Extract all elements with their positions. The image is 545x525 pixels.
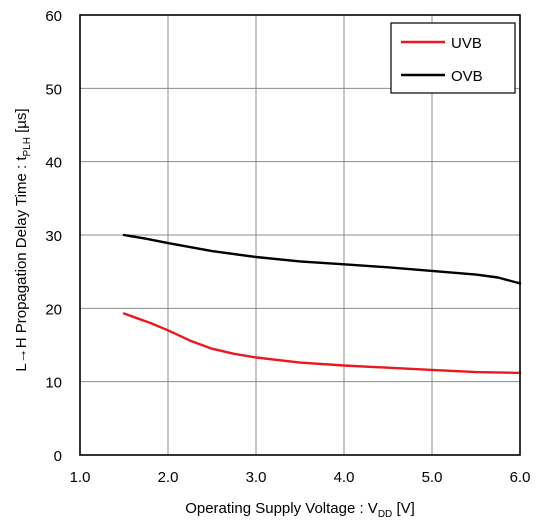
x-tick-label: 6.0: [510, 469, 531, 486]
legend-box: [390, 22, 516, 94]
y-axis-label: L→H Propagation Delay Time : tPLH [µs]: [13, 108, 33, 371]
x-tick-label: 3.0: [246, 469, 267, 486]
legend-label-ovb: OVB: [451, 68, 483, 85]
plot-frame: [79, 14, 521, 456]
y-tick-label: 0: [54, 448, 62, 465]
y-tick-labels: 0 10 20 30 40 50 60: [45, 8, 62, 465]
series-line-ovb: [122, 233, 522, 285]
x-tick-labels: 1.0 2.0 3.0 4.0 5.0 6.0: [70, 469, 531, 486]
x-tick-label: 2.0: [158, 469, 179, 486]
y-tick-label: 50: [45, 81, 62, 98]
x-tick-label: 5.0: [422, 469, 443, 486]
y-tick-label: 20: [45, 301, 62, 318]
series-layer: [122, 233, 522, 375]
legend: UVB OVB: [390, 22, 516, 94]
x-tick-label: 1.0: [70, 469, 91, 486]
y-tick-label: 30: [45, 228, 62, 245]
y-tick-label: 10: [45, 375, 62, 392]
x-tick-label: 4.0: [334, 469, 355, 486]
y-tick-label: 60: [45, 8, 62, 25]
series-line-uvb: [122, 312, 522, 375]
x-axis-label: Operating Supply Voltage : VDD [V]: [185, 500, 415, 520]
legend-label-uvb: UVB: [451, 35, 482, 52]
y-tick-label: 40: [45, 155, 62, 172]
